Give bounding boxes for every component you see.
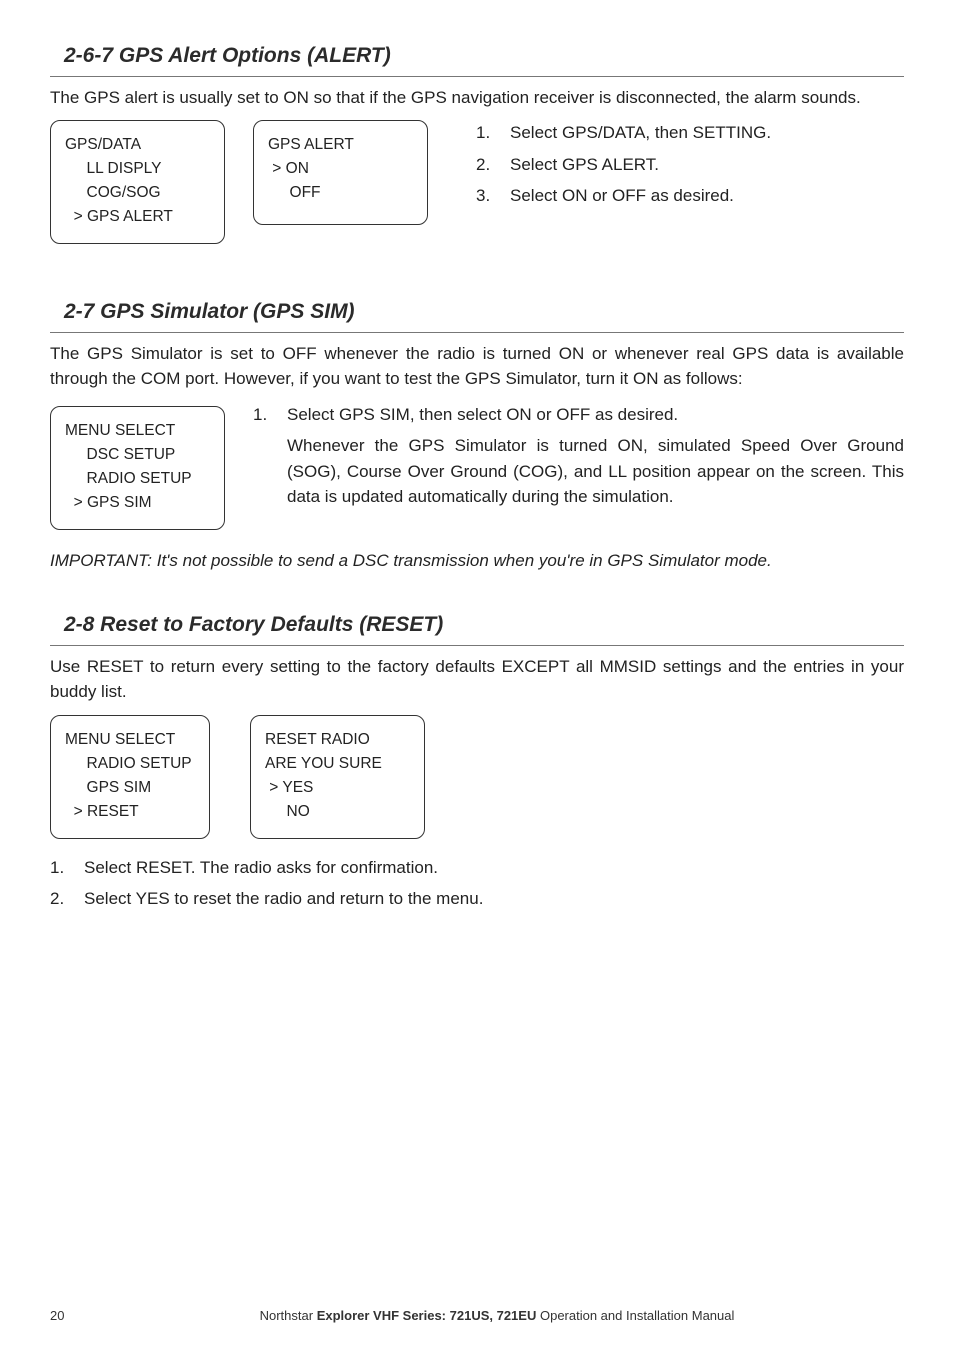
- step-text: Select RESET. The radio asks for confirm…: [84, 855, 904, 881]
- steps-27: Select GPS SIM, then select ON or OFF as…: [253, 402, 904, 516]
- intro-28: Use RESET to return every setting to the…: [50, 654, 904, 705]
- lcd-reset-radio: RESET RADIO ARE YOU SURE > YES NO: [250, 715, 425, 839]
- row-28-boxes: MENU SELECT RADIO SETUP GPS SIM > RESET …: [50, 715, 904, 839]
- step: Select GPS ALERT.: [476, 152, 904, 178]
- footer-prefix: Northstar: [260, 1308, 317, 1323]
- footer-text: Northstar Explorer VHF Series: 721US, 72…: [90, 1306, 904, 1326]
- section-title-267: 2-6-7 GPS Alert Options (ALERT): [64, 40, 904, 72]
- lcd-line: OFF: [268, 181, 413, 205]
- intro-27: The GPS Simulator is set to OFF whenever…: [50, 341, 904, 392]
- lcd-line: MENU SELECT: [65, 419, 210, 443]
- step: Select GPS SIM, then select ON or OFF as…: [253, 402, 904, 510]
- lcd-line: NO: [265, 800, 410, 824]
- lcd-line: GPS ALERT: [268, 133, 413, 157]
- step: Select GPS/DATA, then SETTING.: [476, 120, 904, 146]
- row-267: GPS/DATA LL DISPLY COG/SOG > GPS ALERT G…: [50, 120, 904, 244]
- step: Select YES to reset the radio and return…: [50, 886, 904, 912]
- lcd-line: RESET RADIO: [265, 728, 410, 752]
- lcd-line: > ON: [268, 157, 413, 181]
- step-note: Whenever the GPS Simulator is turned ON,…: [287, 433, 904, 510]
- lcd-line: MENU SELECT: [65, 728, 195, 752]
- lcd-line: > GPS SIM: [65, 491, 210, 515]
- lcd-line: > GPS ALERT: [65, 205, 210, 229]
- lcd-line: LL DISPLY: [65, 157, 210, 181]
- step: Select RESET. The radio asks for confirm…: [50, 855, 904, 881]
- lcd-line: > YES: [265, 776, 410, 800]
- note-27: IMPORTANT: It's not possible to send a D…: [50, 548, 904, 574]
- lcd-line: GPS SIM: [65, 776, 195, 800]
- step-text: Select ON or OFF as desired.: [510, 183, 904, 209]
- lcd-line: RADIO SETUP: [65, 752, 195, 776]
- footer-suffix: Operation and Installation Manual: [536, 1308, 734, 1323]
- step-text: Select YES to reset the radio and return…: [84, 886, 904, 912]
- lcd-line: COG/SOG: [65, 181, 210, 205]
- lcd-menu-select-reset: MENU SELECT RADIO SETUP GPS SIM > RESET: [50, 715, 210, 839]
- section-rule: [50, 645, 904, 646]
- step: Select ON or OFF as desired.: [476, 183, 904, 209]
- section-rule: [50, 76, 904, 77]
- lcd-gps-data: GPS/DATA LL DISPLY COG/SOG > GPS ALERT: [50, 120, 225, 244]
- section-title-28: 2-8 Reset to Factory Defaults (RESET): [64, 609, 904, 641]
- lcd-line: DSC SETUP: [65, 443, 210, 467]
- section-rule: [50, 332, 904, 333]
- page-footer: 20 Northstar Explorer VHF Series: 721US,…: [50, 1306, 904, 1326]
- footer-bold: Explorer VHF Series: 721US, 721EU: [317, 1308, 537, 1323]
- lcd-line: ARE YOU SURE: [265, 752, 410, 776]
- steps-28: Select RESET. The radio asks for confirm…: [50, 855, 904, 912]
- step-text: Select GPS SIM, then select ON or OFF as…: [287, 405, 678, 424]
- row-27: MENU SELECT DSC SETUP RADIO SETUP > GPS …: [50, 402, 904, 530]
- lcd-line: GPS/DATA: [65, 133, 210, 157]
- lcd-menu-select-sim: MENU SELECT DSC SETUP RADIO SETUP > GPS …: [50, 406, 225, 530]
- page-number: 20: [50, 1306, 90, 1326]
- lcd-line: RADIO SETUP: [65, 467, 210, 491]
- intro-267: The GPS alert is usually set to ON so th…: [50, 85, 904, 111]
- section-title-27: 2-7 GPS Simulator (GPS SIM): [64, 296, 904, 328]
- steps-267: Select GPS/DATA, then SETTING. Select GP…: [456, 120, 904, 215]
- step-text: Select GPS/DATA, then SETTING.: [510, 120, 904, 146]
- lcd-gps-alert: GPS ALERT > ON OFF: [253, 120, 428, 225]
- lcd-line: > RESET: [65, 800, 195, 824]
- step-text: Select GPS ALERT.: [510, 152, 904, 178]
